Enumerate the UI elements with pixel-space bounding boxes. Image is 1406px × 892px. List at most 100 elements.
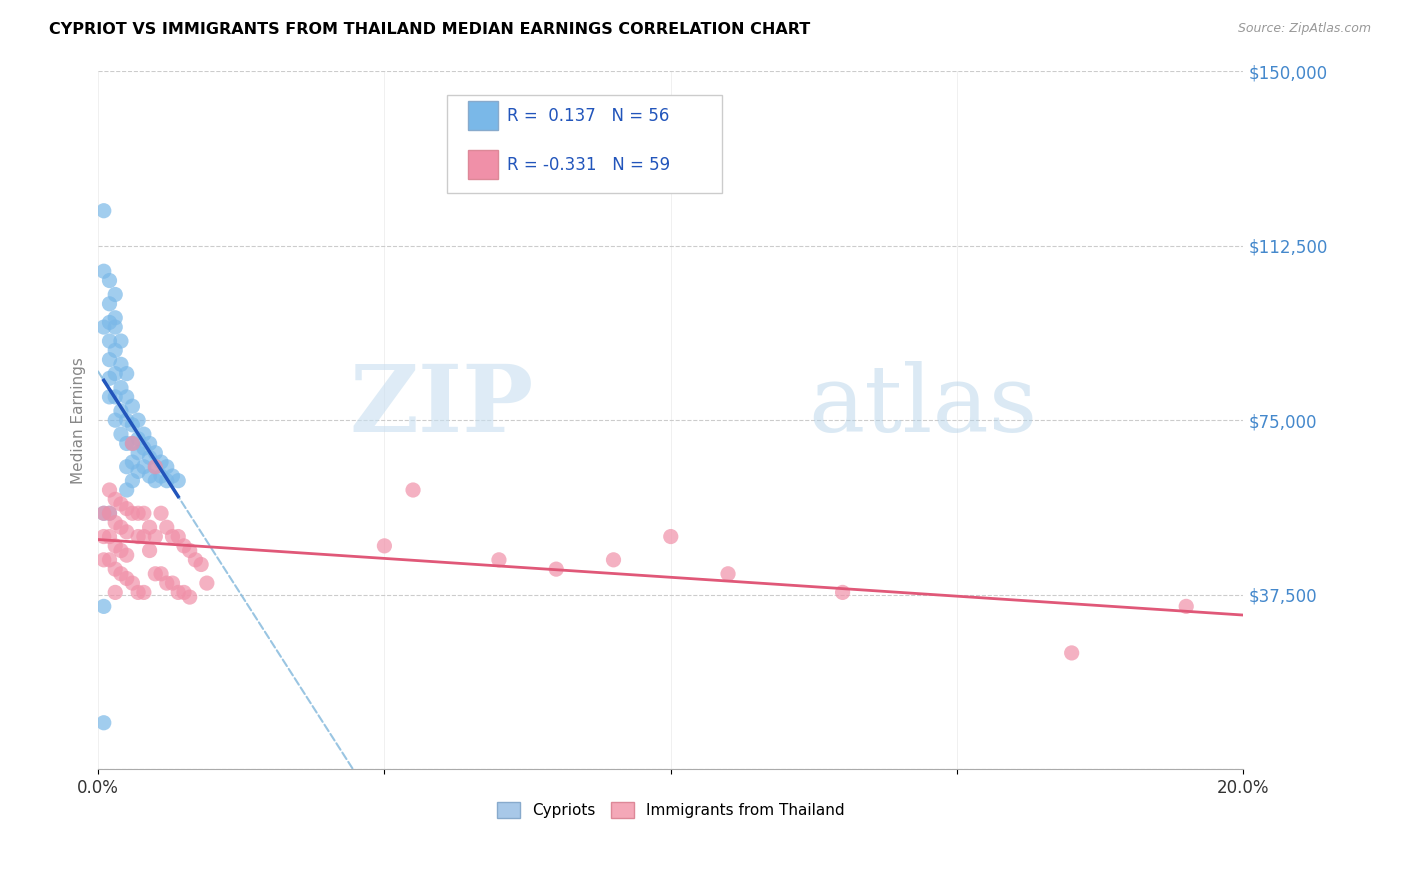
Point xyxy=(167,585,190,599)
Point xyxy=(110,381,132,395)
Point xyxy=(104,367,127,381)
Point xyxy=(132,459,155,474)
Point xyxy=(1060,646,1083,660)
Point xyxy=(115,483,138,497)
Point xyxy=(93,264,115,278)
Point xyxy=(173,539,195,553)
Point xyxy=(93,715,115,730)
Point xyxy=(110,497,132,511)
Point xyxy=(127,446,149,460)
Point xyxy=(115,548,138,562)
Point xyxy=(104,562,127,576)
Point xyxy=(150,506,173,520)
Point xyxy=(115,367,138,381)
Point xyxy=(110,566,132,581)
Point xyxy=(98,352,121,367)
Point xyxy=(98,553,121,567)
Point xyxy=(488,553,510,567)
Point xyxy=(98,483,121,497)
Point xyxy=(115,524,138,539)
Point xyxy=(115,436,138,450)
Point xyxy=(132,585,155,599)
Point xyxy=(156,520,179,534)
Point xyxy=(110,357,132,371)
Point xyxy=(127,585,149,599)
FancyBboxPatch shape xyxy=(468,150,498,179)
Point xyxy=(115,501,138,516)
Point xyxy=(115,459,138,474)
Point xyxy=(132,441,155,455)
FancyBboxPatch shape xyxy=(447,95,723,194)
Point xyxy=(127,413,149,427)
Point xyxy=(104,516,127,530)
Point xyxy=(98,334,121,348)
Point xyxy=(121,474,143,488)
Point xyxy=(138,450,160,465)
Point xyxy=(93,506,115,520)
Point xyxy=(110,543,132,558)
Point xyxy=(110,404,132,418)
Point xyxy=(143,566,166,581)
Point xyxy=(132,530,155,544)
Point xyxy=(150,469,173,483)
Point xyxy=(143,459,166,474)
Text: atlas: atlas xyxy=(808,361,1038,451)
Point xyxy=(121,417,143,432)
Point xyxy=(104,390,127,404)
Point xyxy=(717,566,740,581)
Point xyxy=(121,576,143,591)
Point xyxy=(121,455,143,469)
Point xyxy=(121,399,143,413)
Point xyxy=(373,539,395,553)
Point xyxy=(127,464,149,478)
Text: R = -0.331   N = 59: R = -0.331 N = 59 xyxy=(508,155,671,174)
Point xyxy=(104,539,127,553)
Point xyxy=(115,390,138,404)
Point xyxy=(104,413,127,427)
Point xyxy=(121,436,143,450)
Point xyxy=(602,553,624,567)
Point xyxy=(121,436,143,450)
Point xyxy=(104,320,127,334)
Legend: Cypriots, Immigrants from Thailand: Cypriots, Immigrants from Thailand xyxy=(491,797,851,824)
Point xyxy=(93,320,115,334)
Point xyxy=(167,474,190,488)
Point xyxy=(98,530,121,544)
Point xyxy=(156,474,179,488)
Point xyxy=(115,413,138,427)
Point xyxy=(104,585,127,599)
Point xyxy=(98,315,121,329)
Point xyxy=(138,469,160,483)
Point xyxy=(93,203,115,218)
Point xyxy=(104,287,127,301)
FancyBboxPatch shape xyxy=(468,101,498,130)
Y-axis label: Median Earnings: Median Earnings xyxy=(72,357,86,483)
Point xyxy=(127,432,149,446)
Point xyxy=(110,427,132,442)
Point xyxy=(104,492,127,507)
Point xyxy=(98,506,121,520)
Point xyxy=(132,427,155,442)
Point xyxy=(190,558,212,572)
Point xyxy=(93,506,115,520)
Point xyxy=(1175,599,1198,614)
Point xyxy=(115,571,138,585)
Point xyxy=(156,576,179,591)
Point xyxy=(143,459,166,474)
Point xyxy=(98,297,121,311)
Point xyxy=(121,506,143,520)
Point xyxy=(104,343,127,358)
Point xyxy=(402,483,425,497)
Text: ZIP: ZIP xyxy=(349,361,533,451)
Point xyxy=(184,553,207,567)
Point xyxy=(150,455,173,469)
Point xyxy=(143,474,166,488)
Text: R =  0.137   N = 56: R = 0.137 N = 56 xyxy=(508,107,669,125)
Point xyxy=(110,334,132,348)
Point xyxy=(138,543,160,558)
Point xyxy=(156,459,179,474)
Point xyxy=(98,506,121,520)
Point xyxy=(150,566,173,581)
Point xyxy=(167,530,190,544)
Point xyxy=(162,530,184,544)
